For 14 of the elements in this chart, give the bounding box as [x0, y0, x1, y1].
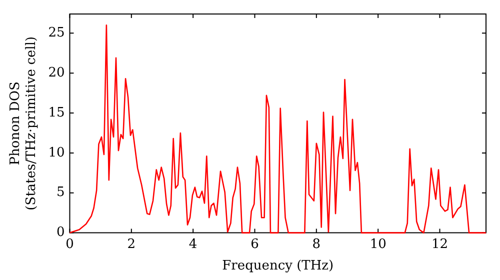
- x-tick-label: 2: [127, 236, 136, 252]
- x-tick-label: 8: [312, 236, 321, 252]
- x-tick-label: 4: [188, 236, 198, 252]
- x-tick-label: 10: [370, 236, 386, 252]
- y-tick-label: 5: [56, 185, 65, 200]
- y-axis-title: Phonon DOS (States/THz·primitive cell): [8, 36, 39, 210]
- y-tick-label: 15: [48, 105, 65, 120]
- x-axis-title: Frequency (THz): [222, 258, 334, 274]
- y-tick-label: 10: [48, 145, 65, 160]
- y-tick-label: 20: [48, 65, 65, 80]
- y-tick-label: 0: [56, 225, 65, 240]
- x-tick-label: 6: [250, 236, 259, 252]
- y-tick-label: 25: [48, 26, 65, 41]
- x-tick-label: 12: [431, 236, 448, 252]
